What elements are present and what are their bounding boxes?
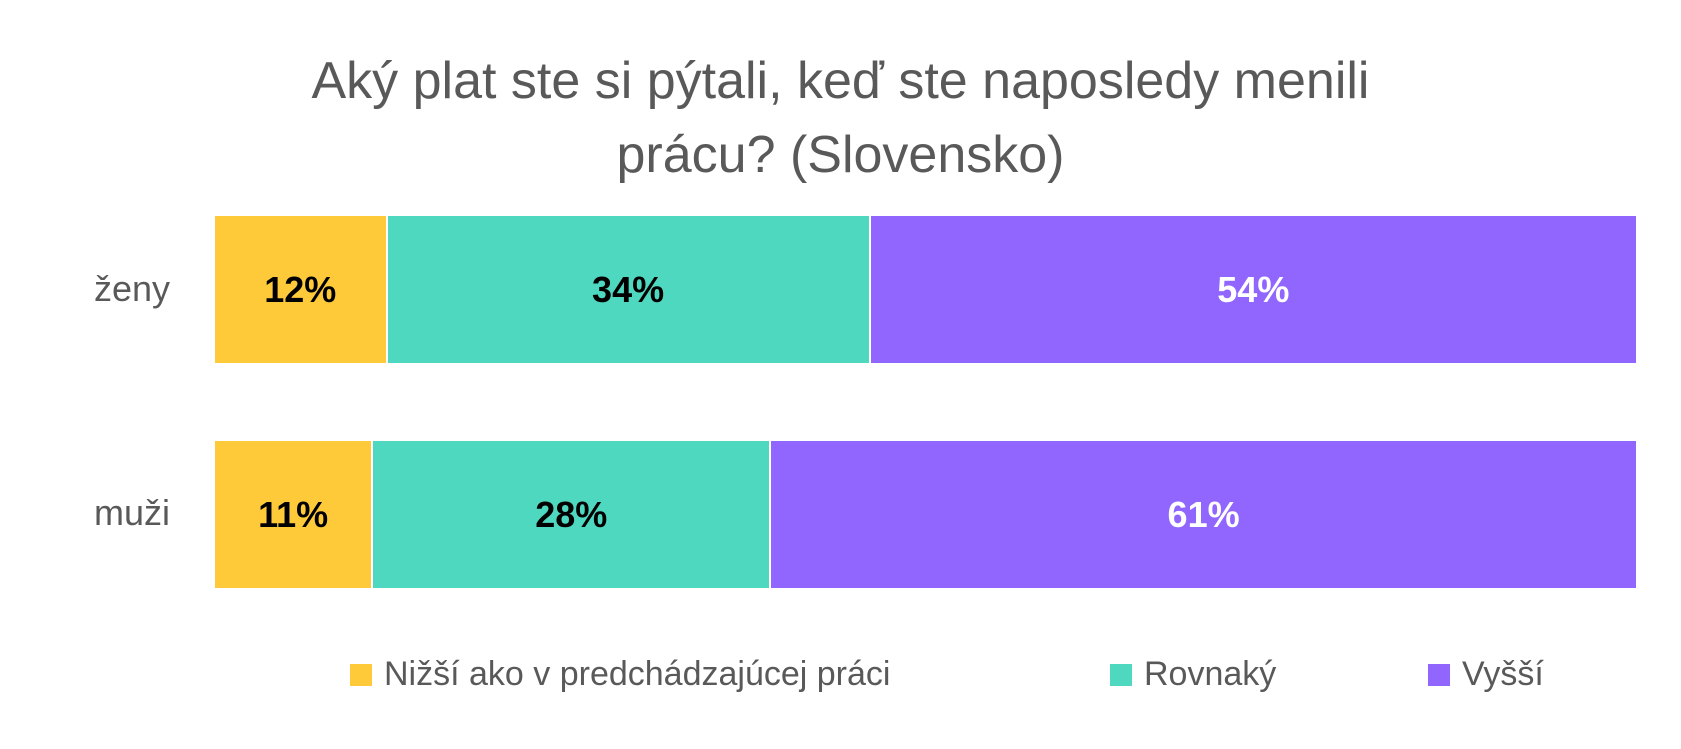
legend-label: Rovnaký xyxy=(1144,655,1277,693)
data-label: 54% xyxy=(1217,268,1290,310)
bar-segment: 12% xyxy=(215,216,386,363)
bar-row-zeny: 12% 34% 54% xyxy=(215,216,1636,363)
legend-swatch xyxy=(1428,663,1450,686)
legend-item-vyssi: Vyšší xyxy=(1428,655,1544,694)
chart-title-line-1: Aký plat ste si pýtali, keď ste naposled… xyxy=(311,52,1370,110)
data-label: 34% xyxy=(592,268,665,310)
legend-label: Nižší ako v predchádzajúcej práci xyxy=(384,655,891,693)
data-label: 28% xyxy=(535,493,608,535)
category-label-muzi: muži xyxy=(93,492,170,533)
bar-segment: 61% xyxy=(769,441,1636,588)
data-label: 61% xyxy=(1167,493,1240,535)
legend-swatch xyxy=(350,663,372,686)
bar-segment: 54% xyxy=(868,216,1636,363)
legend-swatch xyxy=(1110,663,1132,686)
bar-row-muzi: 11% 28% 61% xyxy=(215,441,1636,588)
legend-label: Vyšší xyxy=(1462,655,1544,693)
data-label: 11% xyxy=(258,493,329,535)
data-label: 12% xyxy=(264,268,337,310)
bar-segment: 11% xyxy=(215,441,372,588)
bar-segment: 34% xyxy=(385,216,869,363)
chart-title-line-2: prácu? (Slovensko) xyxy=(616,126,1065,184)
category-label-zeny: ženy xyxy=(93,268,170,309)
bar-segment: 28% xyxy=(371,441,770,588)
legend: Nižší ako v predchádzajúcej práci Rovnak… xyxy=(0,655,1681,699)
legend-item-rovnaky: Rovnaký xyxy=(1110,655,1276,694)
legend-item-nizsi: Nižší ako v predchádzajúcej práci xyxy=(350,655,890,694)
